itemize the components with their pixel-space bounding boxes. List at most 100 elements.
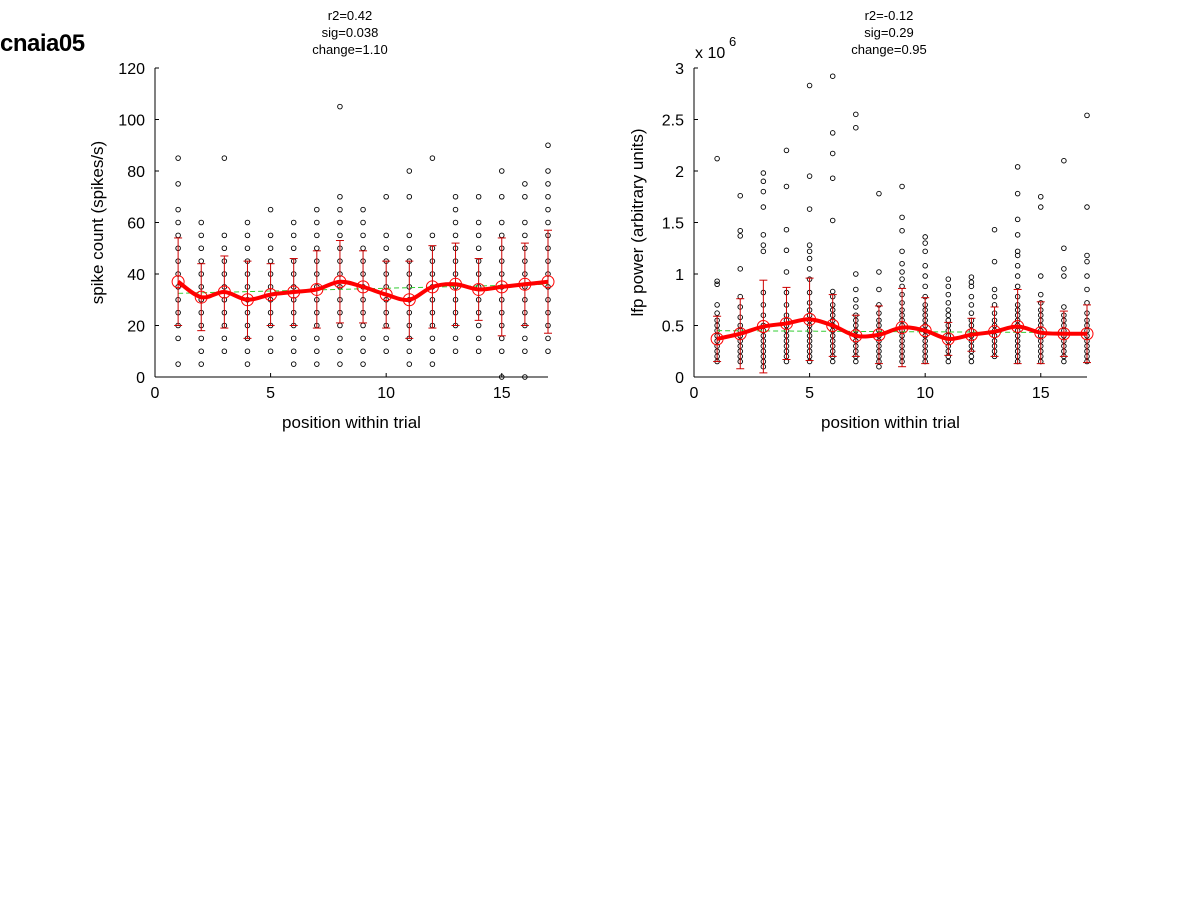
- scatter-point: [968, 310, 975, 316]
- scatter-point: [545, 193, 551, 200]
- scatter-point: [1061, 157, 1067, 164]
- scatter-point: [406, 361, 413, 367]
- scatter-point: [244, 232, 251, 239]
- scatter-point: [290, 245, 297, 251]
- scatter-point: [267, 348, 274, 355]
- scatter-point: [922, 263, 928, 269]
- mean-marker: [918, 324, 932, 338]
- scatter-point: [360, 232, 366, 239]
- mean-marker: [964, 328, 978, 342]
- scatter-point: [175, 219, 181, 226]
- scatter-point: [991, 226, 998, 233]
- scatter-point: [829, 175, 836, 181]
- scatter-point: [499, 335, 505, 342]
- scatter-point: [383, 245, 389, 251]
- mean-marker: [1057, 327, 1071, 341]
- scatter-point: [360, 348, 366, 355]
- scatter-point: [760, 188, 767, 195]
- scatter-point: [198, 219, 204, 226]
- scatter-point: [737, 227, 743, 234]
- scatter-point: [475, 219, 482, 226]
- scatter-point: [267, 206, 274, 213]
- scatter-point: [760, 248, 767, 255]
- mean-marker: [803, 312, 817, 326]
- scatter-point: [360, 322, 366, 329]
- scatter-point: [1084, 273, 1090, 279]
- scatter-point: [876, 269, 882, 275]
- scatter-point: [290, 348, 297, 355]
- scatter-point: [221, 348, 228, 355]
- scatter-point: [1014, 263, 1021, 269]
- scatter-point: [475, 232, 482, 239]
- scatter-point: [290, 232, 297, 239]
- scatter-point: [499, 193, 505, 200]
- scatter-point: [737, 192, 743, 199]
- scatter-point: [806, 206, 813, 212]
- x-tick-label: 5: [805, 385, 814, 402]
- chart-panel-1: r2=0.42 sig=0.038 change=1.10 0 5 10 15 0 20 40 60…: [88, 8, 555, 432]
- scatter-point: [244, 348, 251, 355]
- mean-marker: [1034, 326, 1048, 340]
- y-tick-label: 20: [127, 319, 145, 336]
- scatter-point: [899, 276, 905, 282]
- scatter-point: [945, 358, 952, 365]
- scatter-point: [267, 232, 274, 239]
- scatter-point: [545, 219, 551, 226]
- scatter-point: [198, 348, 204, 355]
- scatter-point: [853, 111, 859, 118]
- mean-marker: [541, 275, 555, 289]
- scatter-point: [429, 361, 436, 367]
- scatter-point: [452, 206, 459, 213]
- scatter-point: [475, 348, 482, 355]
- scatter-point: [899, 269, 905, 275]
- scatter-point: [806, 242, 813, 248]
- scatter-point: [829, 358, 836, 365]
- scatter-point: [314, 335, 320, 342]
- scatter-point: [829, 130, 836, 136]
- scatter-point: [267, 258, 274, 264]
- scatter-point: [314, 348, 320, 355]
- mean-marker: [472, 282, 486, 296]
- scatter-point: [175, 335, 181, 342]
- scatter-point: [406, 168, 413, 174]
- scatter-point: [945, 283, 952, 290]
- scatter-point: [714, 302, 720, 308]
- scatter-point: [337, 193, 343, 200]
- mean-marker: [217, 285, 231, 299]
- scatter-point: [853, 297, 859, 303]
- scatter-point: [522, 348, 528, 355]
- scatter-point: [714, 281, 720, 288]
- scatter-point: [1038, 193, 1044, 200]
- scatter-point: [314, 219, 320, 226]
- scatter-point: [244, 245, 251, 251]
- y-tick-label: 80: [127, 164, 145, 181]
- mean-marker: [895, 321, 909, 335]
- scatter-point: [1038, 204, 1044, 210]
- scatter-point: [806, 255, 813, 262]
- scatter-point: [945, 300, 952, 306]
- scatter-point: [337, 232, 343, 239]
- scatter-point: [945, 312, 952, 318]
- y-tick-label: 60: [127, 216, 145, 233]
- scatter-point: [829, 217, 836, 224]
- scatter-point: [198, 245, 204, 251]
- scatter-point: [452, 193, 459, 200]
- scatter-point: [221, 335, 228, 342]
- mean-marker: [756, 320, 770, 334]
- scatter-point: [337, 322, 343, 329]
- scatter-point: [383, 193, 389, 200]
- scatter-point: [475, 193, 482, 200]
- scatter-point: [806, 82, 813, 89]
- scatter-point: [1014, 273, 1021, 279]
- scatter-point: [337, 103, 343, 110]
- scatter-point: [290, 361, 297, 367]
- y-axis-label: spike count (spikes/s): [88, 141, 107, 304]
- scatter-point: [314, 232, 320, 239]
- x-axis-label: position within trial: [282, 413, 421, 432]
- scatter-point: [452, 232, 459, 239]
- scatter-point: [853, 271, 859, 277]
- scatter-point: [221, 245, 228, 251]
- scatter-point: [876, 190, 882, 197]
- scatter-point: [360, 361, 366, 367]
